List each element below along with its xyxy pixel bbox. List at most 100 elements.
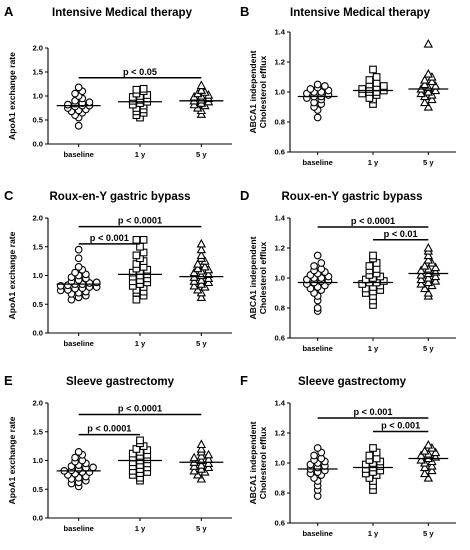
y-axis-label: ABCA1 independentCholesterol efflux: [248, 50, 268, 133]
series-triangle: [179, 439, 224, 483]
series-circle: [56, 83, 101, 130]
y-tick-label: 1.2: [274, 58, 285, 67]
y-axis-label-line: Cholesterol efflux: [258, 426, 268, 499]
y-tick-label: 1.5: [32, 242, 43, 251]
significance-label: p < 0.0001: [118, 404, 162, 414]
significance-label: p < 0.01: [384, 229, 418, 239]
x-tick-label: 5 y: [196, 524, 207, 533]
significance-label: p < 0.0001: [351, 216, 395, 226]
data-point: [365, 451, 374, 460]
data-point: [369, 444, 377, 452]
panel-letter: C: [4, 188, 14, 203]
data-point: [196, 85, 207, 94]
series-square: [118, 436, 162, 485]
data-point: [430, 271, 441, 281]
panel-letter: A: [4, 4, 14, 19]
data-point: [196, 443, 207, 453]
panel-letter: E: [4, 373, 13, 388]
data-point: [196, 244, 207, 254]
data-point: [132, 295, 141, 304]
data-point: [420, 468, 430, 478]
data-point: [423, 439, 434, 449]
data-point: [416, 88, 426, 98]
data-point: [365, 262, 374, 270]
significance-label: p < 0.05: [123, 67, 157, 77]
y-tick-label: 2.0: [32, 44, 43, 53]
data-point: [64, 100, 72, 109]
panel-title: Intensive Medical therapy: [290, 7, 431, 19]
panel-c: C Roux-en-Y gastric bypass ApoA1 exchange …: [4, 188, 232, 348]
y-tick-label: 1.2: [274, 429, 285, 438]
data-point: [430, 447, 441, 457]
panel-letter: F: [240, 373, 248, 388]
y-tick-label: 1.0: [274, 88, 285, 97]
x-tick-label: 1 y: [368, 529, 379, 538]
y-tick-label: 1.4: [274, 399, 285, 408]
data-point: [427, 76, 437, 86]
data-point: [71, 89, 79, 98]
data-point: [430, 275, 441, 285]
y-tick-label: 1.0: [32, 271, 43, 280]
data-point: [313, 80, 322, 89]
significance-label: p < 0.001: [381, 421, 420, 431]
data-point: [74, 83, 83, 92]
data-point: [313, 113, 322, 122]
data-point: [74, 448, 83, 456]
data-point: [193, 258, 203, 268]
data-point: [420, 74, 430, 84]
data-point: [196, 460, 207, 469]
data-point: [423, 287, 434, 297]
data-point: [430, 85, 441, 95]
data-point: [200, 261, 210, 271]
data-point: [317, 259, 326, 267]
y-axis-label-line: ApoA1 exchange rate: [7, 231, 17, 319]
data-point: [427, 465, 437, 475]
series-circle: [297, 444, 338, 500]
data-point: [139, 236, 148, 244]
data-point: [193, 263, 203, 273]
data-point: [196, 439, 207, 449]
data-point: [203, 269, 214, 279]
x-tick-label: baseline: [302, 529, 332, 538]
data-point: [416, 274, 426, 284]
x-tick-label: 5 y: [423, 158, 434, 167]
series-circle: [297, 80, 338, 122]
y-tick-label: 0.6: [274, 148, 285, 157]
data-point: [416, 269, 426, 279]
y-tick-label: 2.0: [32, 399, 43, 408]
data-point: [132, 251, 141, 260]
data-point: [189, 280, 199, 290]
y-tick-label: 1.0: [32, 92, 43, 101]
data-point: [74, 263, 83, 271]
data-point: [420, 260, 430, 270]
y-tick-label: 1.0: [32, 456, 43, 465]
series-square: [353, 444, 393, 494]
data-point: [423, 272, 434, 282]
data-point: [423, 242, 434, 252]
data-point: [427, 460, 437, 470]
panel-a: A Intensive Medical therapy ApoA1 exchange…: [4, 4, 232, 159]
y-tick-label: 0.5: [32, 485, 43, 494]
y-axis-label-line: ABCA1 independent: [248, 421, 258, 504]
y-axis-label: ApoA1 exchange rate: [7, 231, 17, 319]
y-tick-label: 0.5: [32, 300, 43, 309]
data-point: [420, 462, 430, 472]
y-tick-label: 1.0: [274, 459, 285, 468]
panel-d: D Roux-en-Y gastric bypass ABCA1 independe…: [240, 188, 456, 353]
x-tick-label: baseline: [63, 150, 93, 159]
y-tick-label: 0.0: [32, 514, 43, 523]
series-square: [118, 84, 162, 122]
x-tick-label: 1 y: [368, 158, 379, 167]
y-tick-label: 1.5: [32, 427, 43, 436]
data-point: [196, 275, 207, 284]
y-tick-label: 0.0: [32, 329, 43, 338]
x-tick-label: 1 y: [135, 339, 146, 348]
significance-label: p < 0.0001: [87, 424, 131, 434]
data-point: [132, 85, 141, 94]
data-point: [203, 449, 214, 459]
data-point: [416, 278, 426, 288]
y-axis-label-line: ABCA1 independent: [248, 236, 258, 319]
y-tick-label: 0.0: [32, 140, 43, 149]
panel-b: B Intensive Medical therapy ABCA1 independ…: [240, 4, 456, 167]
